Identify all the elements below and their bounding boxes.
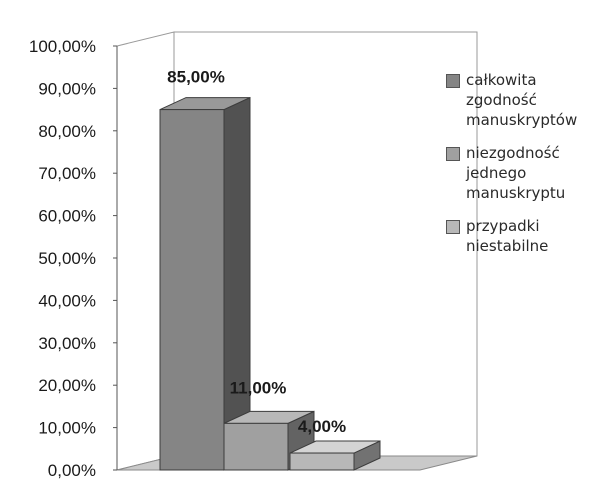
y-tick-label: 40,00% — [38, 291, 96, 310]
data-labels: 85,00% 11,00% 4,00% — [167, 68, 346, 436]
y-tick-label: 70,00% — [38, 164, 96, 183]
legend-label-1: całkowita zgodność manuskryptów — [466, 71, 578, 129]
legend-swatch-3 — [446, 220, 460, 234]
y-tick-label: 90,00% — [38, 79, 96, 98]
bar-3 — [289, 440, 381, 471]
legend-swatch-2 — [446, 147, 460, 161]
legend-label-3: przypadki niestabilne — [466, 217, 549, 255]
legend-item-1: całkowita zgodność manuskryptów — [446, 70, 604, 130]
legend-item-2: niezgodność jednego manuskryptu — [446, 143, 604, 203]
bar-1 — [159, 96, 251, 471]
legend: całkowita zgodność manuskryptów niezgodn… — [446, 70, 604, 269]
y-tick-label: 100,00% — [29, 37, 96, 56]
data-label-2: 11,00% — [230, 378, 287, 397]
bar-front — [223, 422, 289, 471]
y-tick-label: 0,00% — [48, 461, 96, 480]
bar-front — [289, 452, 355, 471]
data-label-3: 4,00% — [298, 417, 346, 436]
y-tick-label: 30,00% — [38, 334, 96, 353]
legend-swatch-1 — [446, 74, 460, 88]
y-axis-ticks: 0,00% 10,00% 20,00% 30,00% 40,00% 50,00% 60,00… — [29, 37, 118, 480]
legend-item-3: przypadki niestabilne — [446, 216, 604, 256]
data-label-1: 85,00% — [167, 68, 225, 87]
y-tick-label: 60,00% — [38, 207, 96, 226]
bars — [159, 96, 381, 471]
y-tick-label: 50,00% — [38, 249, 96, 268]
legend-label-2: niezgodność jednego manuskryptu — [466, 144, 566, 202]
y-tick-label: 10,00% — [38, 419, 96, 438]
bar-front — [159, 109, 225, 471]
y-tick-label: 20,00% — [38, 376, 96, 395]
y-tick-label: 80,00% — [38, 122, 96, 141]
